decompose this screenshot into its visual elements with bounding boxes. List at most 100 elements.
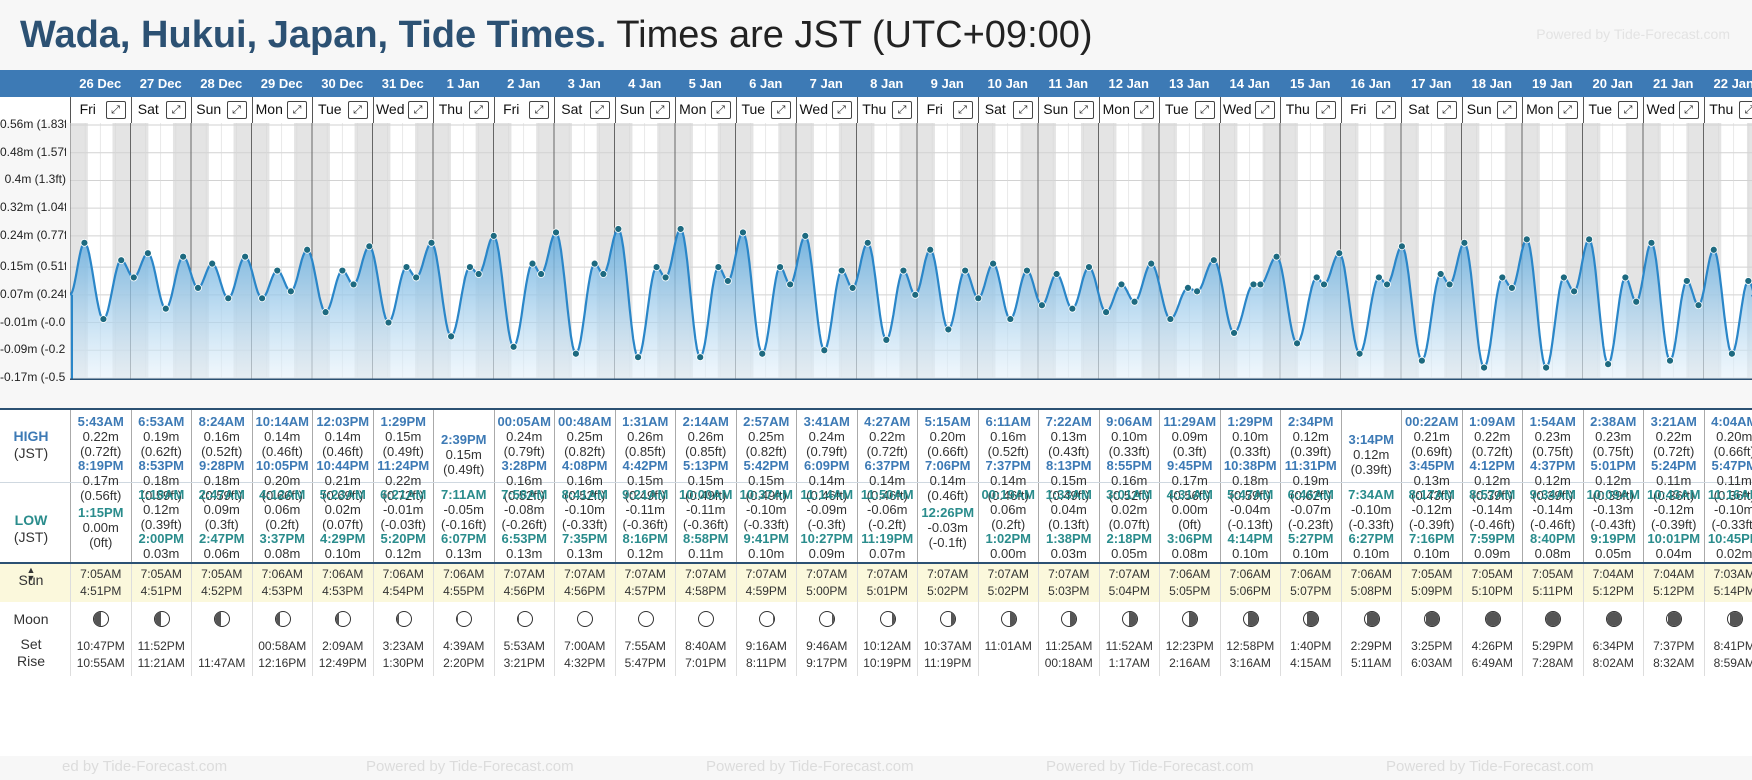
expand-day-icon[interactable]: ⤢ [1557,101,1578,119]
expand-day-icon[interactable]: ⤢ [1497,101,1517,119]
expand-day-icon[interactable]: ⤢ [408,101,428,119]
day-of-week: Sun [1466,101,1492,117]
tide-height-m: 0.05m [1111,546,1148,561]
high-tide-cell: 1:09AM 0.22m (0.72ft) 4:12PM 0.12m (0.39ft) [1461,410,1523,503]
expand-day-icon[interactable]: ⤢ [831,101,852,119]
tide-height-m: -0.11m [686,502,726,517]
tide-height-ft: (0.62ft) [1290,488,1332,503]
tide-height-m: 0.19m [1292,473,1329,488]
tide-time: 10:09AM [1586,487,1640,502]
tide-time: 9:41PM [743,531,790,546]
date-label: 31 Dec [381,76,424,91]
tide-height-m: 0.12m [1595,473,1632,488]
moon-phase-icon [214,611,231,627]
high-tide-point [402,263,411,271]
low-tide-point [758,349,767,358]
sun-times-cell: 7:06AM 5:05PM [1159,564,1220,602]
high-tide-point [179,252,188,261]
tide-time: 9:19PM [1590,531,1637,546]
tide-height-m: 0.16m [990,429,1027,444]
low-tide-point [537,270,546,278]
tide-time: 5:20PM [380,531,427,546]
sun-times-cell: 7:07AM 5:00PM [796,564,857,602]
sunrise-time: 7:07AM [866,567,908,581]
moon-cell: 6:34PM 8:02AM [1582,602,1644,676]
moonrise-time: 8:59AM [1713,656,1752,670]
expand-day-icon[interactable]: ⤢ [166,101,186,119]
expand-day-icon[interactable]: ⤢ [529,101,549,119]
high-tide-entry: 1:09AM 0.22m (0.72ft) [1463,414,1523,459]
tide-time: 8:16PM [622,531,669,546]
expand-day-icon[interactable]: ⤢ [1376,101,1396,119]
expand-day-icon[interactable]: ⤢ [589,101,610,119]
expand-day-icon[interactable]: ⤢ [226,101,247,119]
tide-height-m: 0.20m [929,429,966,444]
tide-time: 10:37AM [739,487,793,502]
tide-time: 2:57AM [743,414,790,429]
tide-chart [70,123,1752,380]
tide-time: 11:19PM [861,531,914,546]
moon-cell: 11:52PM 11:21AM [130,602,192,676]
tide-height-ft: (0.07ft) [1108,517,1150,532]
expand-day-icon[interactable]: ⤢ [892,101,912,119]
sunrise-time: 7:07AM [1108,567,1150,581]
tide-height-m: -0.13m [1593,502,1634,517]
sunset-time: 4:56PM [503,584,545,598]
low-tide-entry: 4:31AM 0.00m (0ft) [1160,487,1220,532]
moonset-time: 9:16AM [745,639,787,653]
expand-day-icon[interactable]: ⤢ [1073,101,1094,119]
tide-height-m: 0.16m [506,473,543,488]
expand-day-icon[interactable]: ⤢ [710,101,731,119]
tide-time: 1:33AM [1045,487,1092,502]
expand-day-icon[interactable]: ⤢ [1618,101,1638,119]
expand-day-icon[interactable]: ⤢ [1134,101,1154,119]
expand-day-icon[interactable]: ⤢ [468,101,489,119]
day-of-week: Tue [1588,101,1613,117]
expand-day-icon[interactable]: ⤢ [1315,101,1336,119]
expand-day-icon[interactable]: ⤢ [1678,101,1699,119]
tide-height-m: 0.11m [688,546,724,561]
day-cell: Fri ⤢ [1340,97,1401,123]
tide-height-m: 0.00m [990,546,1027,561]
high-tide-entry: 3:28PM 0.16m (0.52ft) [495,458,555,503]
powered-footer-text: Powered by Tide-Forecast.com [1386,758,1594,775]
high-tide-entry: 4:37PM 0.12m (0.39ft) [1523,458,1583,503]
date-label: 21 Jan [1653,76,1694,91]
tide-height-m: 0.26m [627,429,664,444]
tide-time: 5:43AM [77,414,124,429]
expand-day-icon[interactable]: ⤢ [952,101,973,119]
high-tide-point [466,263,474,271]
moon-phase-icon [274,611,291,627]
low-tz-text: (JST) [13,529,49,545]
high-tide-cell: 10:14AM 0.14m (0.46ft) 10:05PM 0.20m (0.66ft) [251,410,313,503]
expand-day-icon[interactable]: ⤢ [347,101,368,119]
expand-day-icon[interactable]: ⤢ [105,101,126,119]
expand-day-icon[interactable]: ⤢ [1436,101,1457,119]
expand-day-icon[interactable]: ⤢ [1194,101,1215,119]
day-cell: Mon ⤢ [675,97,736,123]
moonset-time: 12:58PM [1226,639,1275,653]
sunrise-time: 7:07AM [745,567,787,581]
high-tide-entry: 00:05AM 0.24m (0.79ft) [495,414,555,459]
sunrise-time: 7:06AM [1350,567,1392,581]
sun-times-cell: 7:05AM 4:51PM [130,564,192,602]
low-tide-entry: 10:09AM -0.13m (-0.43ft) [1584,487,1644,532]
high-tide-cell: 1:29PM 0.15m (0.49ft) 11:24PM 0.22m (0.72ft) [372,410,434,503]
low-tide-point [1293,339,1301,348]
expand-day-icon[interactable]: ⤢ [771,101,791,119]
expand-day-icon[interactable]: ⤢ [1013,101,1033,119]
low-tide-entry: 7:34AM -0.10m (-0.33ft) [1342,487,1402,532]
expand-day-icon[interactable]: ⤢ [1255,101,1275,119]
tide-height-ft: (0.72ft) [866,444,908,459]
expand-day-icon[interactable]: ⤢ [287,101,307,119]
moonset-time: 11:52AM [1105,639,1153,653]
expand-day-icon[interactable]: ⤢ [650,101,670,119]
expand-day-icon[interactable]: ⤢ [1739,101,1752,119]
moon-shadow [1607,612,1621,626]
high-tide-point [1117,280,1126,289]
sun-times-cell: 7:07AM 4:59PM [735,564,797,602]
high-tide-cell: 12:03PM 0.14m (0.46ft) 10:44PM 0.21m (0.69ft) [312,410,373,503]
sunrise-time: 7:05AM [1411,567,1453,581]
high-tide-entry: 5:15AM 0.20m (0.66ft) [918,414,978,459]
